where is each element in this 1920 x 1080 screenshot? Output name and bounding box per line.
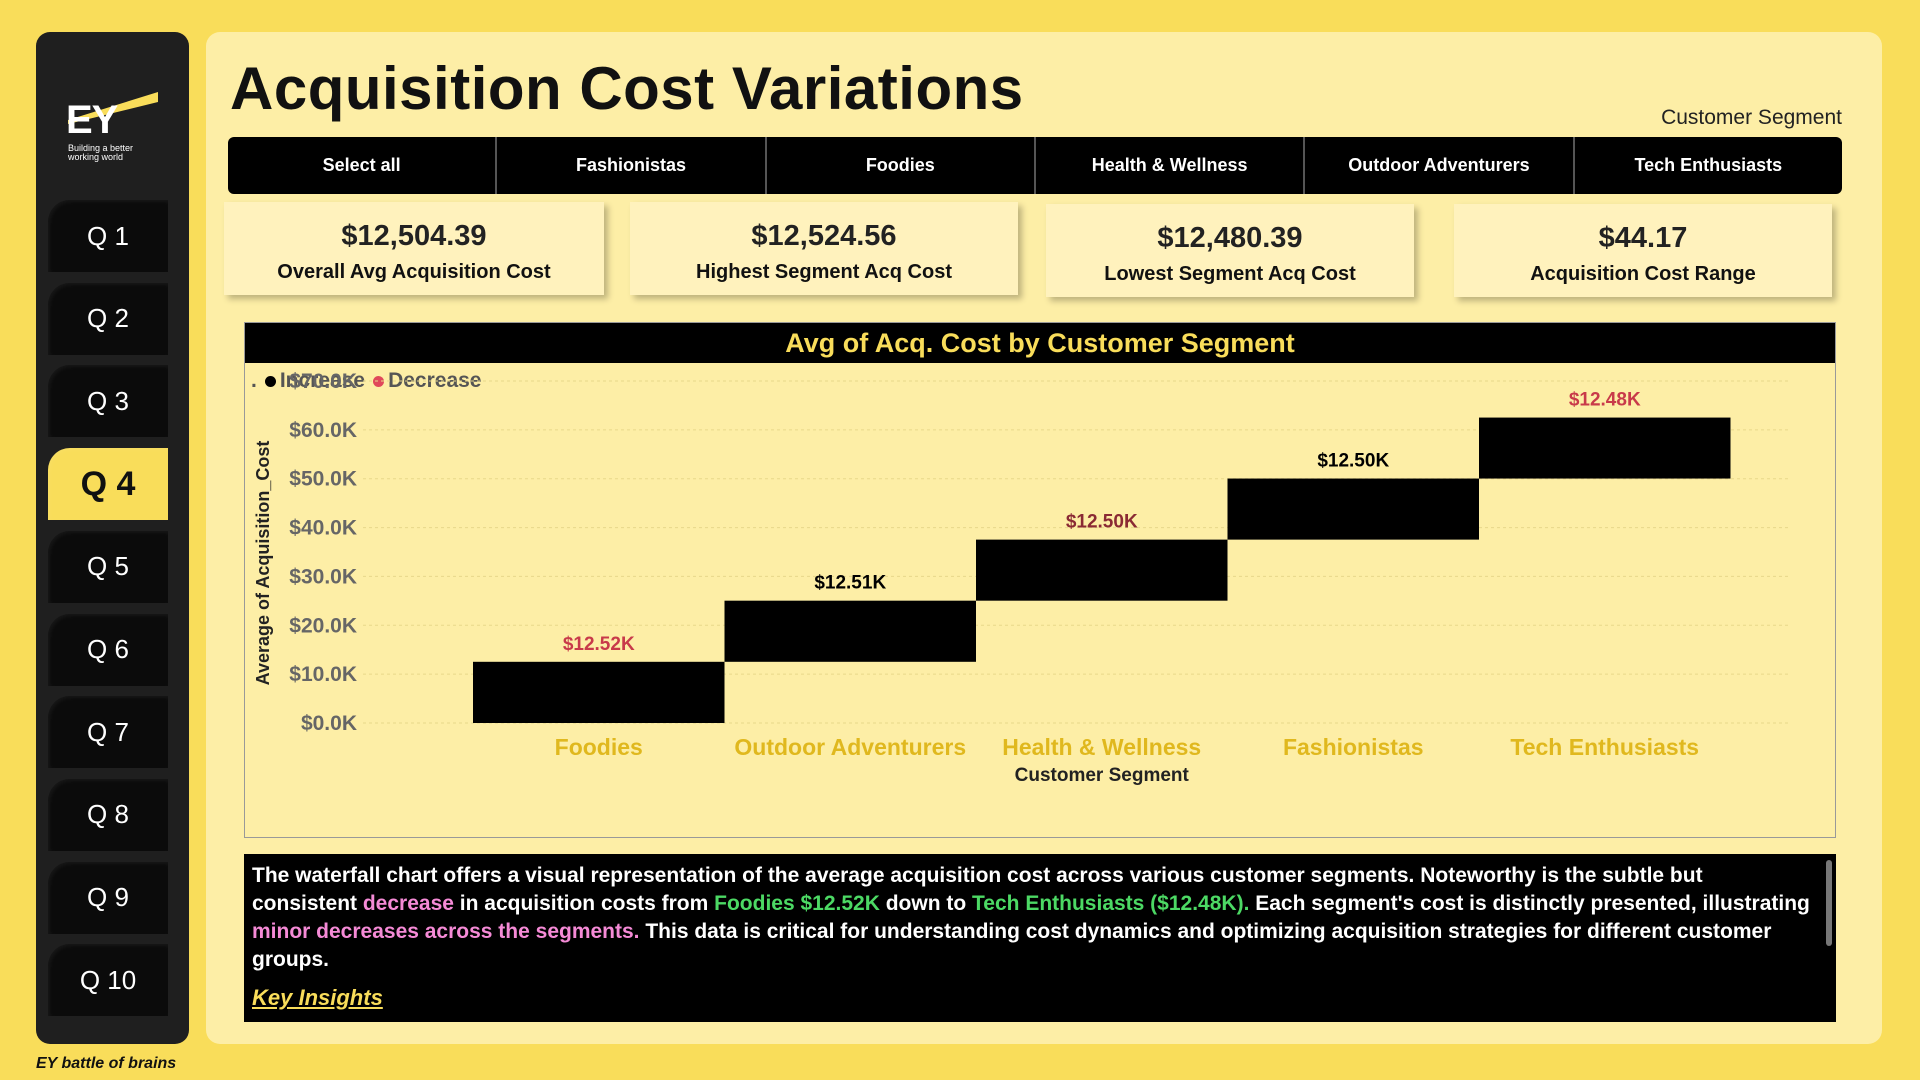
x-tick-label: Outdoor Adventurers xyxy=(734,734,966,760)
waterfall-bar xyxy=(1479,417,1731,479)
sidebar-item-q10[interactable]: Q 10 xyxy=(48,944,168,1017)
kpi-card-overall-avg: $12,504.39 Overall Avg Acquisition Cost xyxy=(224,202,604,295)
slicer-option-outdoor-adventurers[interactable]: Outdoor Adventurers xyxy=(1305,137,1575,194)
logo-text: EY xyxy=(66,98,118,142)
sidebar: EY Building a better working world Q 1 Q … xyxy=(36,32,189,1044)
x-tick-label: Health & Wellness xyxy=(1002,734,1201,760)
kpi-value: $12,480.39 xyxy=(1157,222,1303,254)
kpi-card-lowest: $12,480.39 Lowest Segment Acq Cost xyxy=(1046,204,1414,297)
insight-paragraph: The waterfall chart offers a visual repr… xyxy=(252,862,1812,974)
y-tick-label: $50.0K xyxy=(289,468,357,491)
insight-scrollbar[interactable] xyxy=(1826,860,1832,946)
kpi-label: Highest Segment Acq Cost xyxy=(696,261,952,283)
key-insights-link[interactable]: Key Insights xyxy=(252,985,383,1010)
chart-legend: . Increase Decrease xyxy=(251,369,482,393)
y-axis-label: Average of Acquisition_Cost xyxy=(253,441,273,686)
sidebar-item-q5[interactable]: Q 5 xyxy=(48,530,168,603)
legend-item-increase[interactable]: Increase xyxy=(264,369,366,393)
waterfall-bar xyxy=(976,539,1228,601)
y-tick-label: $60.0K xyxy=(289,419,357,442)
waterfall-bar xyxy=(473,661,725,723)
insight-text: down to xyxy=(879,892,973,915)
data-label: $12.50K xyxy=(1317,451,1389,472)
y-tick-label: $30.0K xyxy=(289,565,357,588)
insight-text-box: The waterfall chart offers a visual repr… xyxy=(244,854,1836,1022)
data-label: $12.52K xyxy=(563,634,635,655)
ey-logo: EY Building a better working world xyxy=(66,62,166,172)
y-tick-label: $40.0K xyxy=(289,517,357,540)
sidebar-item-q2[interactable]: Q 2 xyxy=(48,282,168,355)
kpi-card-highest: $12,524.56 Highest Segment Acq Cost xyxy=(630,202,1018,295)
data-label: $12.50K xyxy=(1066,512,1138,533)
kpi-value: $12,524.56 xyxy=(751,220,897,252)
logo-tagline: Building a better working world xyxy=(68,143,134,162)
waterfall-bar xyxy=(724,600,976,662)
slicer-option-health-wellness[interactable]: Health & Wellness xyxy=(1036,137,1306,194)
page-title: Acquisition Cost Variations xyxy=(230,55,1024,122)
y-tick-label: $10.0K xyxy=(289,663,357,686)
insight-highlight: decrease xyxy=(362,892,454,915)
legend-dot-icon xyxy=(264,376,276,387)
legend-label: Decrease xyxy=(388,369,482,392)
kpi-label: Acquisition Cost Range xyxy=(1530,263,1756,285)
insight-text: The waterfall chart offers a visual repr… xyxy=(252,864,1703,915)
x-tick-label: Tech Enthusiasts xyxy=(1510,734,1699,760)
x-axis-label: Customer Segment xyxy=(1015,765,1190,786)
sidebar-item-q4[interactable]: Q 4 xyxy=(48,448,168,521)
insight-text: Each segment's cost is distinctly presen… xyxy=(1249,892,1810,915)
y-tick-label: $20.0K xyxy=(289,614,357,637)
chart-title: Avg of Acq. Cost by Customer Segment xyxy=(245,323,1835,363)
y-tick-label: $0.0K xyxy=(301,712,357,735)
x-tick-label: Foodies xyxy=(555,734,643,760)
segment-slicer: Select all Fashionistas Foodies Health &… xyxy=(228,137,1842,194)
slicer-option-tech-enthusiasts[interactable]: Tech Enthusiasts xyxy=(1634,155,1783,175)
insight-highlight: minor decreases across the segments. xyxy=(252,920,640,943)
kpi-label: Overall Avg Acquisition Cost xyxy=(277,261,551,283)
legend-prefix: . xyxy=(251,369,257,392)
insight-highlight: Tech Enthusiasts ($12.48K). xyxy=(972,892,1250,915)
sidebar-item-q1[interactable]: Q 1 xyxy=(48,200,168,272)
sidebar-item-q9[interactable]: Q 9 xyxy=(48,861,168,934)
legend-item-decrease[interactable]: Decrease xyxy=(373,369,482,393)
insight-highlight: Foodies $12.52K xyxy=(714,892,880,915)
insight-text: in acquisition costs from xyxy=(453,892,715,915)
insight-text: This data is critical for understanding … xyxy=(252,920,1772,971)
kpi-value: $44.17 xyxy=(1598,222,1688,254)
sidebar-item-q7[interactable]: Q 7 xyxy=(48,696,168,769)
sidebar-item-q8[interactable]: Q 8 xyxy=(48,778,168,851)
slicer-option-select-all[interactable]: Select all xyxy=(228,137,498,194)
kpi-label: Lowest Segment Acq Cost xyxy=(1104,263,1356,285)
main-panel: Acquisition Cost Variations Customer Seg… xyxy=(206,32,1882,1044)
sidebar-item-q3[interactable]: Q 3 xyxy=(48,365,168,438)
waterfall-bar xyxy=(1227,478,1479,540)
kpi-card-range: $44.17 Acquisition Cost Range xyxy=(1454,204,1832,297)
slicer-option-fashionistas[interactable]: Fashionistas xyxy=(497,137,767,194)
data-label: $12.51K xyxy=(814,573,886,594)
kpi-value: $12,504.39 xyxy=(341,220,487,252)
waterfall-chart: Avg of Acq. Cost by Customer Segment . I… xyxy=(244,322,1836,838)
legend-label: Increase xyxy=(279,369,366,392)
legend-dot-icon xyxy=(373,376,385,387)
slicer-option-foodies[interactable]: Foodies xyxy=(767,137,1036,194)
data-label: $12.48K xyxy=(1569,390,1641,411)
footnote: EY battle of brains xyxy=(36,1055,177,1072)
slicer-label: Customer Segment xyxy=(1661,106,1842,129)
logo-beam-icon xyxy=(68,92,158,124)
x-tick-label: Fashionistas xyxy=(1283,734,1424,760)
sidebar-item-q6[interactable]: Q 6 xyxy=(48,613,168,686)
chart-plot: $0.0K $10.0K $20.0K $30.0K $40.0K $50.0K $60.0… xyxy=(253,370,1791,786)
y-tick-label: $70.0K xyxy=(289,370,357,393)
